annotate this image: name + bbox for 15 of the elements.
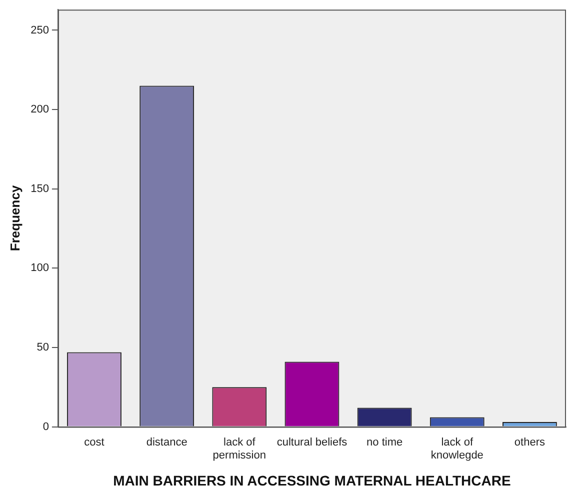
y-tick-label: 250 [30, 24, 49, 36]
x-tick-label: cost [84, 436, 104, 448]
x-tick-label: lack of permission [212, 436, 266, 462]
x-tick-label: lack of knowlegde [430, 436, 484, 462]
x-tick-label: no time [366, 436, 403, 448]
x-tick-label: distance [146, 436, 188, 448]
x-tick-label: cultural beliefs [276, 436, 348, 448]
y-axis-title: Frequency [7, 184, 22, 252]
y-tick-label: 200 [30, 104, 49, 116]
y-tick-label: 0 [42, 420, 49, 433]
y-tick-label: 50 [36, 342, 49, 354]
x-tick-label: others [514, 436, 546, 448]
y-tick-label: 100 [30, 262, 49, 274]
x-axis-title: MAIN BARRIERS IN ACCESSING MATERNAL HEALTHCARE [113, 472, 511, 488]
y-tick-label: 150 [30, 182, 49, 195]
